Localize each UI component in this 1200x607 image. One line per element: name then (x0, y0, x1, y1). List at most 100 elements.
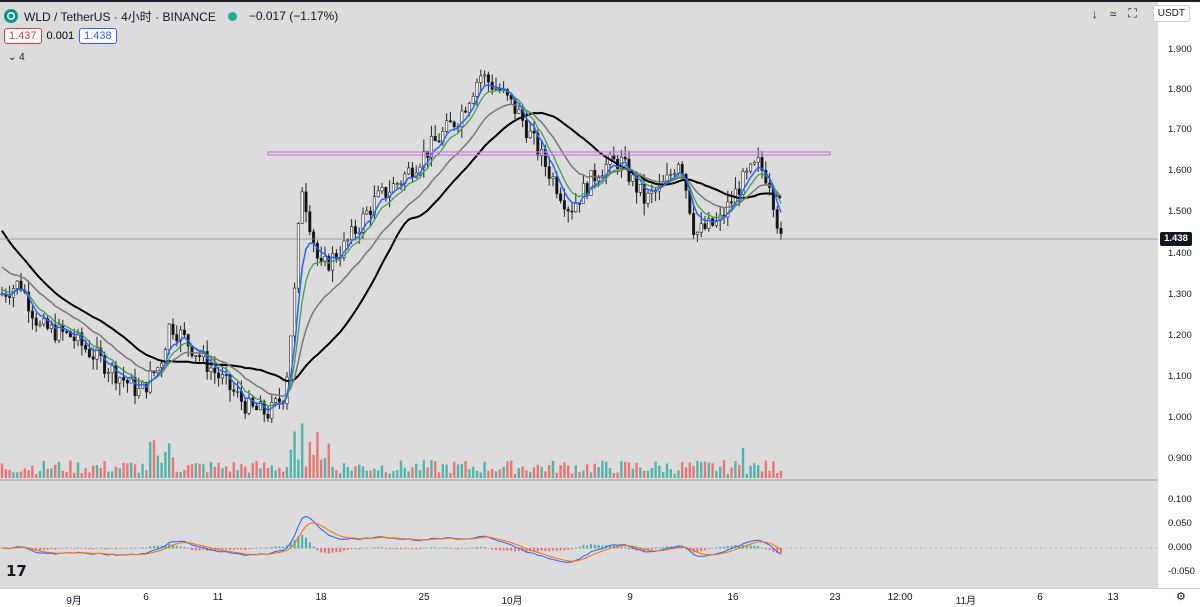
volume-bar (449, 473, 452, 478)
candle-body (741, 171, 745, 195)
volume-bar (31, 465, 34, 478)
volume-bar (316, 431, 319, 478)
candle-body (198, 355, 202, 358)
volume-bar (183, 469, 186, 478)
macd-histogram-bar (164, 545, 167, 549)
fullscreen-icon[interactable]: ⛶ (1128, 6, 1137, 20)
price-chart[interactable] (0, 0, 1158, 588)
volume-bar (597, 467, 600, 478)
price-tick-label: 1.000 (1168, 412, 1192, 423)
candle-body (334, 253, 338, 260)
candle-body (175, 334, 179, 342)
volume-bar (567, 465, 570, 478)
candle-body (638, 183, 642, 193)
volume-bar (491, 469, 494, 478)
tradingview-logo[interactable]: 17 (6, 562, 27, 580)
volume-bar (206, 472, 209, 478)
currency-selector[interactable]: USDT (1152, 5, 1190, 22)
volume-bar (118, 468, 121, 478)
volume-bar (384, 472, 387, 478)
volume-bar (722, 460, 726, 478)
macd-histogram-bar (286, 545, 288, 549)
collapse-icon[interactable]: ≈ (1109, 6, 1117, 21)
chevron-down-icon[interactable]: ⌄ (8, 52, 17, 63)
chart-area[interactable] (0, 0, 1158, 588)
macd-histogram-bar (552, 548, 554, 551)
macd-histogram-bar (153, 546, 155, 549)
symbol-header[interactable]: WLD / TetherUS · 4小时 · BINANCE −0.017 (−… (4, 7, 338, 25)
candle-body (220, 374, 224, 379)
volume-bar (35, 473, 38, 478)
download-icon[interactable]: ↓ (1091, 6, 1098, 21)
macd-histogram-bar (514, 548, 516, 552)
volume-bar (757, 465, 760, 478)
candle-body (642, 183, 646, 204)
volume-bar (639, 467, 642, 478)
volume-bar (50, 468, 53, 478)
price-tick-label: 1.700 (1168, 124, 1192, 135)
volume-bar (312, 454, 315, 478)
time-axis[interactable]: 9月 6 11 18 25 10月 9 16 23 12:00 11月 6 13 (0, 588, 1200, 607)
symbol-title[interactable]: WLD / TetherUS · 4小时 · BINANCE (24, 9, 216, 24)
volume-bar (536, 464, 539, 478)
macd-histogram-bar (35, 548, 38, 551)
volume-bar (620, 461, 623, 478)
volume-bar (532, 467, 536, 478)
ask-price[interactable]: 1.438 (79, 28, 117, 44)
macd-histogram-bar (548, 548, 551, 552)
volume-bar (232, 462, 235, 478)
volume-bar (772, 461, 775, 478)
settings-icon[interactable]: ⚙ (1176, 591, 1186, 603)
candle-body (217, 372, 221, 379)
volume-bar (407, 471, 410, 478)
macd-histogram-bar (559, 548, 562, 551)
macd-histogram-bar (681, 547, 684, 549)
candle-body (353, 226, 357, 234)
volume-bar (749, 465, 752, 478)
volume-bar (107, 471, 110, 478)
candle-body (247, 397, 251, 414)
candle-body (125, 379, 129, 384)
candle-body (236, 390, 240, 393)
macd-histogram-bar (229, 548, 231, 550)
volume-bar (753, 463, 756, 478)
price-axis[interactable]: 1.900 1.800 1.700 1.600 1.500 1.400 1.300 1.200… (1158, 28, 1200, 588)
candle-body (733, 188, 737, 203)
macd-histogram-bar (331, 548, 334, 553)
volume-bar (608, 467, 612, 478)
macd-tick-label: 0.100 (1168, 494, 1192, 505)
volume-bar (719, 466, 722, 478)
candle-body (179, 329, 183, 342)
candle-body (574, 203, 578, 213)
candle-body (304, 191, 308, 213)
volume-bar (738, 464, 741, 478)
indicator-toggle[interactable]: ⌄ 4 (8, 52, 25, 63)
candle-body (471, 95, 475, 104)
volume-bar (133, 464, 137, 478)
candle-body (65, 331, 69, 333)
macd-histogram-bar (187, 548, 190, 549)
volume-bar (293, 431, 296, 478)
macd-histogram-bar (358, 548, 361, 550)
candle-body (646, 192, 650, 204)
bid-price[interactable]: 1.437 (4, 28, 42, 44)
candle-body (342, 240, 346, 258)
volume-bar (198, 463, 201, 478)
candle-body (258, 401, 262, 411)
candle-body (46, 318, 50, 329)
macd-histogram-bar (248, 548, 250, 550)
macd-histogram-bar (411, 548, 414, 550)
market-open-dot-icon (227, 11, 237, 21)
volume-bar (145, 470, 148, 478)
volume-bar (304, 466, 308, 478)
macd-tick-label: 0.000 (1168, 542, 1192, 553)
macd-histogram-bar (472, 547, 475, 549)
candle-body (410, 167, 414, 178)
candle-body (76, 332, 80, 342)
volume-bar (616, 472, 619, 478)
volume-bar (23, 468, 26, 478)
volume-bar (494, 471, 498, 478)
candle-body (650, 190, 654, 194)
candle-body (38, 323, 42, 326)
macd-histogram-bar (555, 548, 558, 551)
